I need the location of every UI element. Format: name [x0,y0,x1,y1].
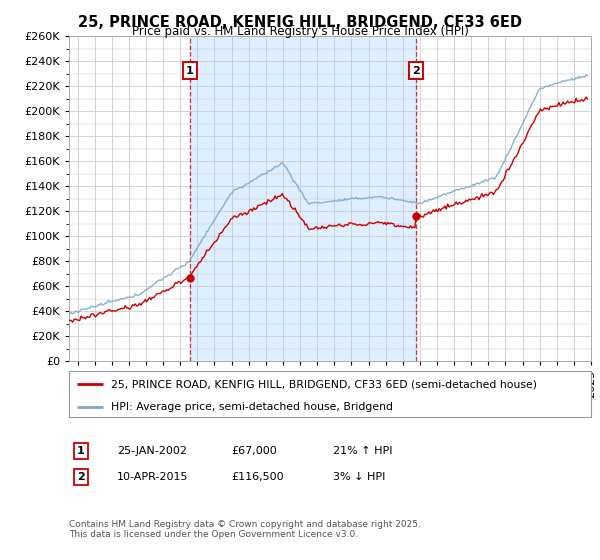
Text: £116,500: £116,500 [231,472,284,482]
Text: HPI: Average price, semi-detached house, Bridgend: HPI: Average price, semi-detached house,… [111,402,393,412]
Bar [190,36,416,361]
Text: 1: 1 [77,446,85,456]
Text: 21% ↑ HPI: 21% ↑ HPI [333,446,392,456]
Text: Contains HM Land Registry data © Crown copyright and database right 2025.
This d: Contains HM Land Registry data © Crown c… [69,520,421,539]
Text: 10-APR-2015: 10-APR-2015 [117,472,188,482]
Text: 25, PRINCE ROAD, KENFIG HILL, BRIDGEND, CF33 6ED: 25, PRINCE ROAD, KENFIG HILL, BRIDGEND, … [78,15,522,30]
Text: Price paid vs. HM Land Registry's House Price Index (HPI): Price paid vs. HM Land Registry's House … [131,25,469,38]
Text: £67,000: £67,000 [231,446,277,456]
Text: 2: 2 [77,472,85,482]
Text: 25, PRINCE ROAD, KENFIG HILL, BRIDGEND, CF33 6ED (semi-detached house): 25, PRINCE ROAD, KENFIG HILL, BRIDGEND, … [111,379,537,389]
Text: 3% ↓ HPI: 3% ↓ HPI [333,472,385,482]
Text: 1: 1 [186,66,194,76]
Text: 2: 2 [412,66,420,76]
Text: 25-JAN-2002: 25-JAN-2002 [117,446,187,456]
